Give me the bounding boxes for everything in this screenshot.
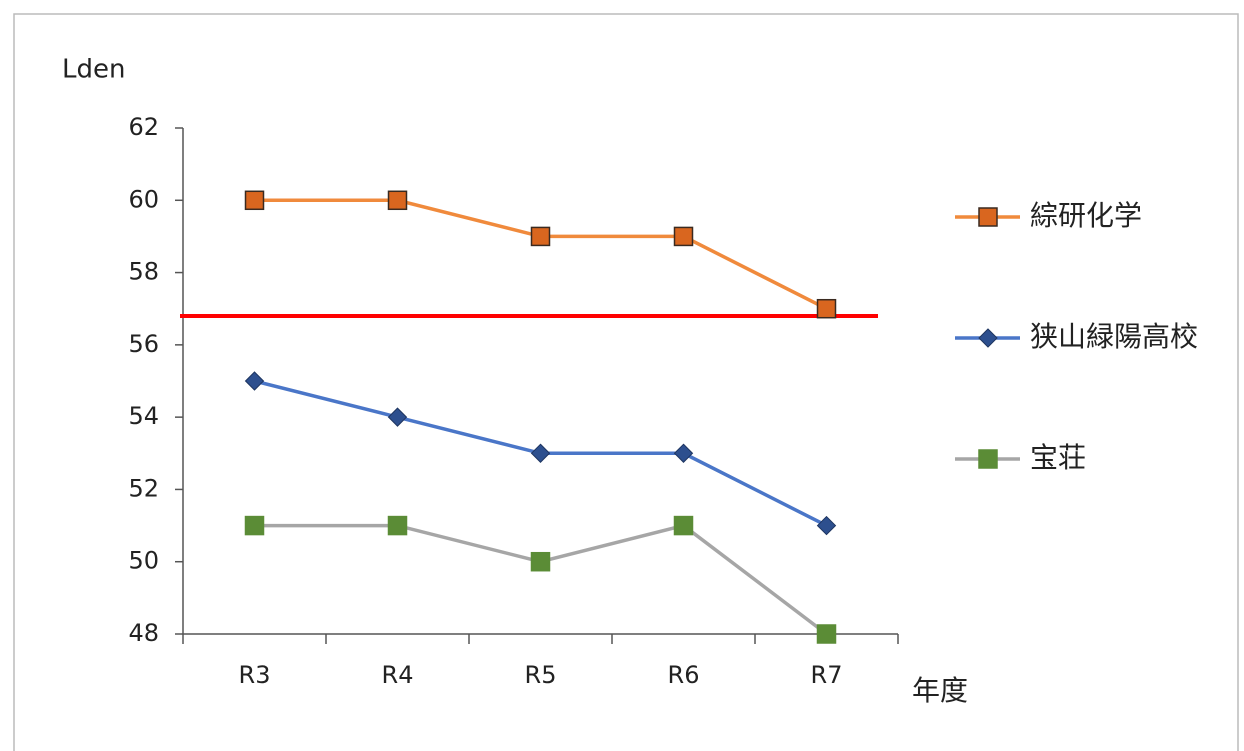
y-tick-label: 60 — [128, 185, 159, 213]
marker — [673, 515, 694, 536]
x-tick-label: R4 — [382, 661, 414, 689]
y-tick-label: 62 — [128, 113, 159, 141]
series-line — [254, 523, 828, 636]
marker — [387, 190, 408, 211]
legend-label: 綜研化学 — [1030, 199, 1142, 232]
marker — [816, 624, 837, 644]
marker — [244, 190, 265, 211]
y-tick-label: 56 — [128, 330, 159, 358]
marker — [530, 443, 551, 463]
legend-label: 狭山緑陽高校 — [1030, 320, 1198, 353]
marker — [244, 515, 265, 536]
x-tick-label: R3 — [239, 661, 271, 689]
marker — [530, 226, 551, 247]
marker — [673, 226, 694, 247]
y-tick-label: 50 — [128, 547, 159, 575]
x-axis-label: 年度 — [912, 674, 968, 707]
marker — [387, 407, 408, 427]
legend-marker — [978, 449, 998, 469]
legend-marker — [978, 207, 998, 227]
frame — [13, 13, 1239, 751]
y-tick-label: 48 — [128, 619, 159, 647]
y-axis-label: Lden — [62, 55, 125, 85]
legend-label: 宝荘 — [1030, 441, 1086, 474]
x-tick-label: R5 — [525, 661, 557, 689]
y-tick-label: 54 — [128, 402, 159, 430]
marker — [816, 515, 837, 536]
marker — [530, 551, 551, 572]
series-line — [254, 198, 828, 311]
marker — [673, 443, 694, 463]
marker — [244, 371, 265, 391]
x-tick-label: R7 — [811, 661, 843, 689]
marker — [387, 515, 408, 536]
x-tick-label: R6 — [668, 661, 700, 689]
legend-marker — [978, 328, 998, 348]
y-tick-label: 52 — [128, 474, 159, 502]
y-tick-label: 58 — [128, 258, 159, 286]
marker — [816, 298, 837, 319]
